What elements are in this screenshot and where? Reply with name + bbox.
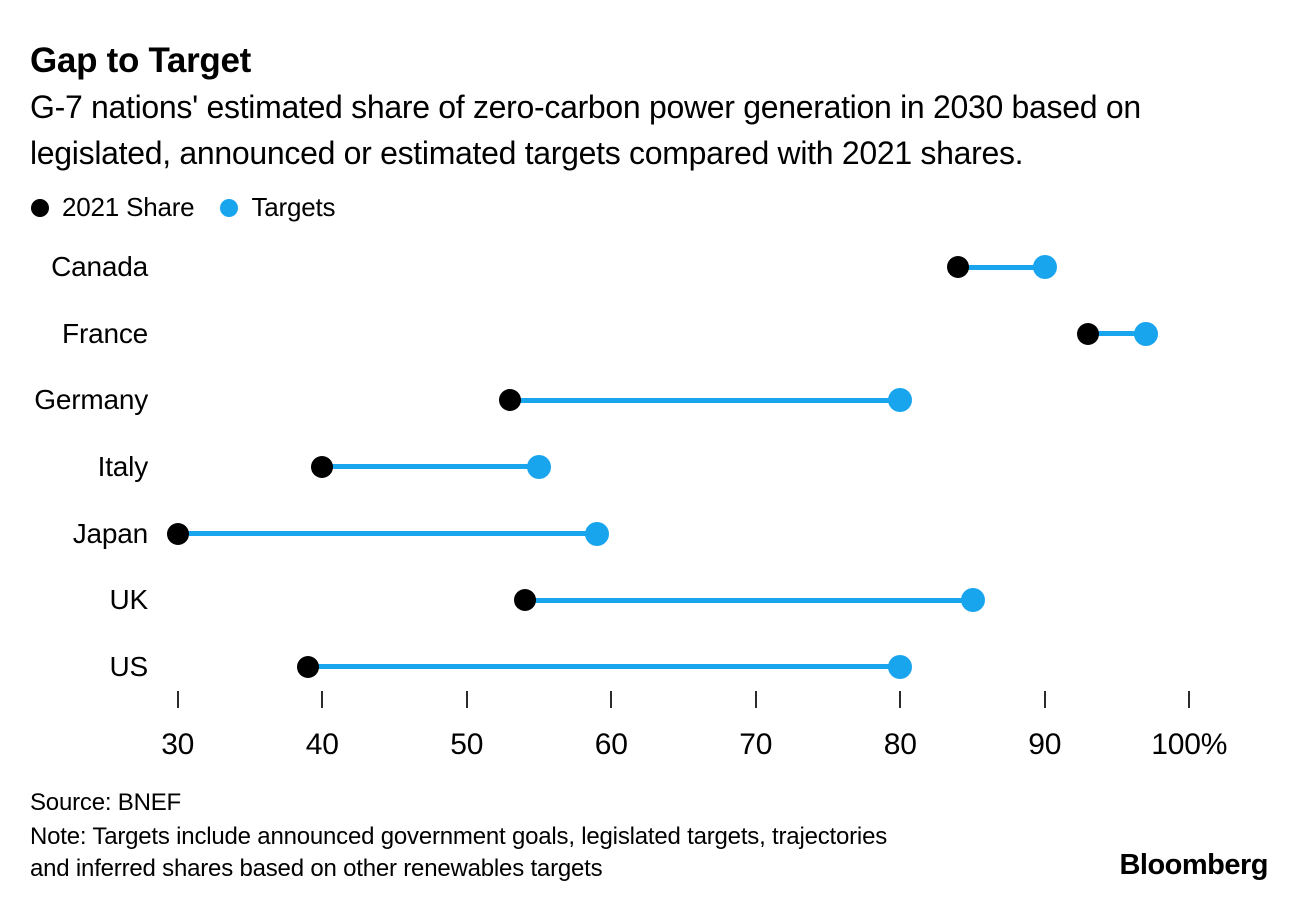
- x-axis-tick-label: 80: [883, 728, 917, 761]
- dot-2021-share: [166, 522, 189, 545]
- dot-target: [1032, 255, 1057, 279]
- gap-connector-line: [307, 664, 901, 670]
- dot-target: [888, 654, 913, 679]
- category-label: France: [62, 317, 148, 349]
- x-axis-tick-label: 70: [739, 728, 773, 761]
- x-axis-tick: [321, 691, 324, 708]
- dot-target: [1133, 321, 1158, 346]
- note-text: Note: Targets include announced governme…: [30, 821, 887, 885]
- x-axis-tick: [754, 691, 757, 708]
- dot-target: [584, 521, 609, 546]
- x-axis-tick-label: 60: [594, 728, 628, 761]
- dot-2021-share: [1077, 322, 1100, 345]
- dot-target: [888, 388, 913, 413]
- category-label: UK: [109, 584, 149, 616]
- gap-connector-line: [510, 397, 901, 403]
- legend-item-targets: Targets: [220, 192, 336, 223]
- x-axis-tick: [1188, 691, 1191, 708]
- x-axis-tick-label: 100%: [1151, 728, 1228, 761]
- x-axis-tick: [176, 691, 179, 708]
- x-axis-tick-label: 50: [450, 728, 484, 761]
- source-text: Source: BNEF: [30, 789, 181, 816]
- legend-item-2021-share: 2021 Share: [31, 192, 195, 223]
- x-axis-tick-label: 40: [305, 728, 339, 761]
- chart-subtitle: G-7 nations' estimated share of zero-car…: [30, 89, 1141, 171]
- category-label: Italy: [97, 450, 149, 482]
- note-line-2: and inferred shares based on other renew…: [30, 855, 603, 882]
- gap-connector-line: [524, 597, 973, 603]
- gap-connector-line: [1088, 331, 1146, 337]
- legend: 2021 Share Targets: [31, 192, 336, 223]
- category-label: Japan: [72, 517, 148, 549]
- chart-title: Gap to Target: [30, 41, 252, 80]
- x-axis-tick-label: 30: [161, 728, 195, 761]
- dot-target: [526, 454, 551, 479]
- dot-2021-share: [296, 655, 319, 678]
- dot-2021-share: [311, 455, 334, 478]
- blue-dot-icon: [220, 198, 239, 217]
- x-axis-tick-label: 90: [1028, 728, 1062, 761]
- dot-target: [960, 588, 985, 613]
- x-axis-tick: [610, 691, 613, 708]
- gap-connector-line: [958, 264, 1045, 270]
- dot-2021-share: [513, 589, 536, 612]
- note-line-1: Note: Targets include announced governme…: [30, 823, 888, 850]
- x-axis-tick: [899, 691, 902, 708]
- gap-connector-line: [322, 464, 539, 470]
- category-label: Canada: [51, 251, 148, 282]
- x-axis-tick: [465, 691, 468, 708]
- dot-2021-share: [499, 389, 522, 412]
- x-axis-tick: [1043, 691, 1046, 708]
- gap-connector-line: [177, 531, 597, 537]
- category-label: Germany: [34, 384, 148, 416]
- bloomberg-logo: Bloomberg: [1119, 849, 1268, 881]
- black-dot-icon: [31, 198, 49, 217]
- category-label: US: [109, 650, 149, 682]
- legend-label-2021-share: 2021 Share: [62, 192, 195, 222]
- dot-2021-share: [947, 256, 970, 278]
- legend-label-targets: Targets: [251, 192, 336, 222]
